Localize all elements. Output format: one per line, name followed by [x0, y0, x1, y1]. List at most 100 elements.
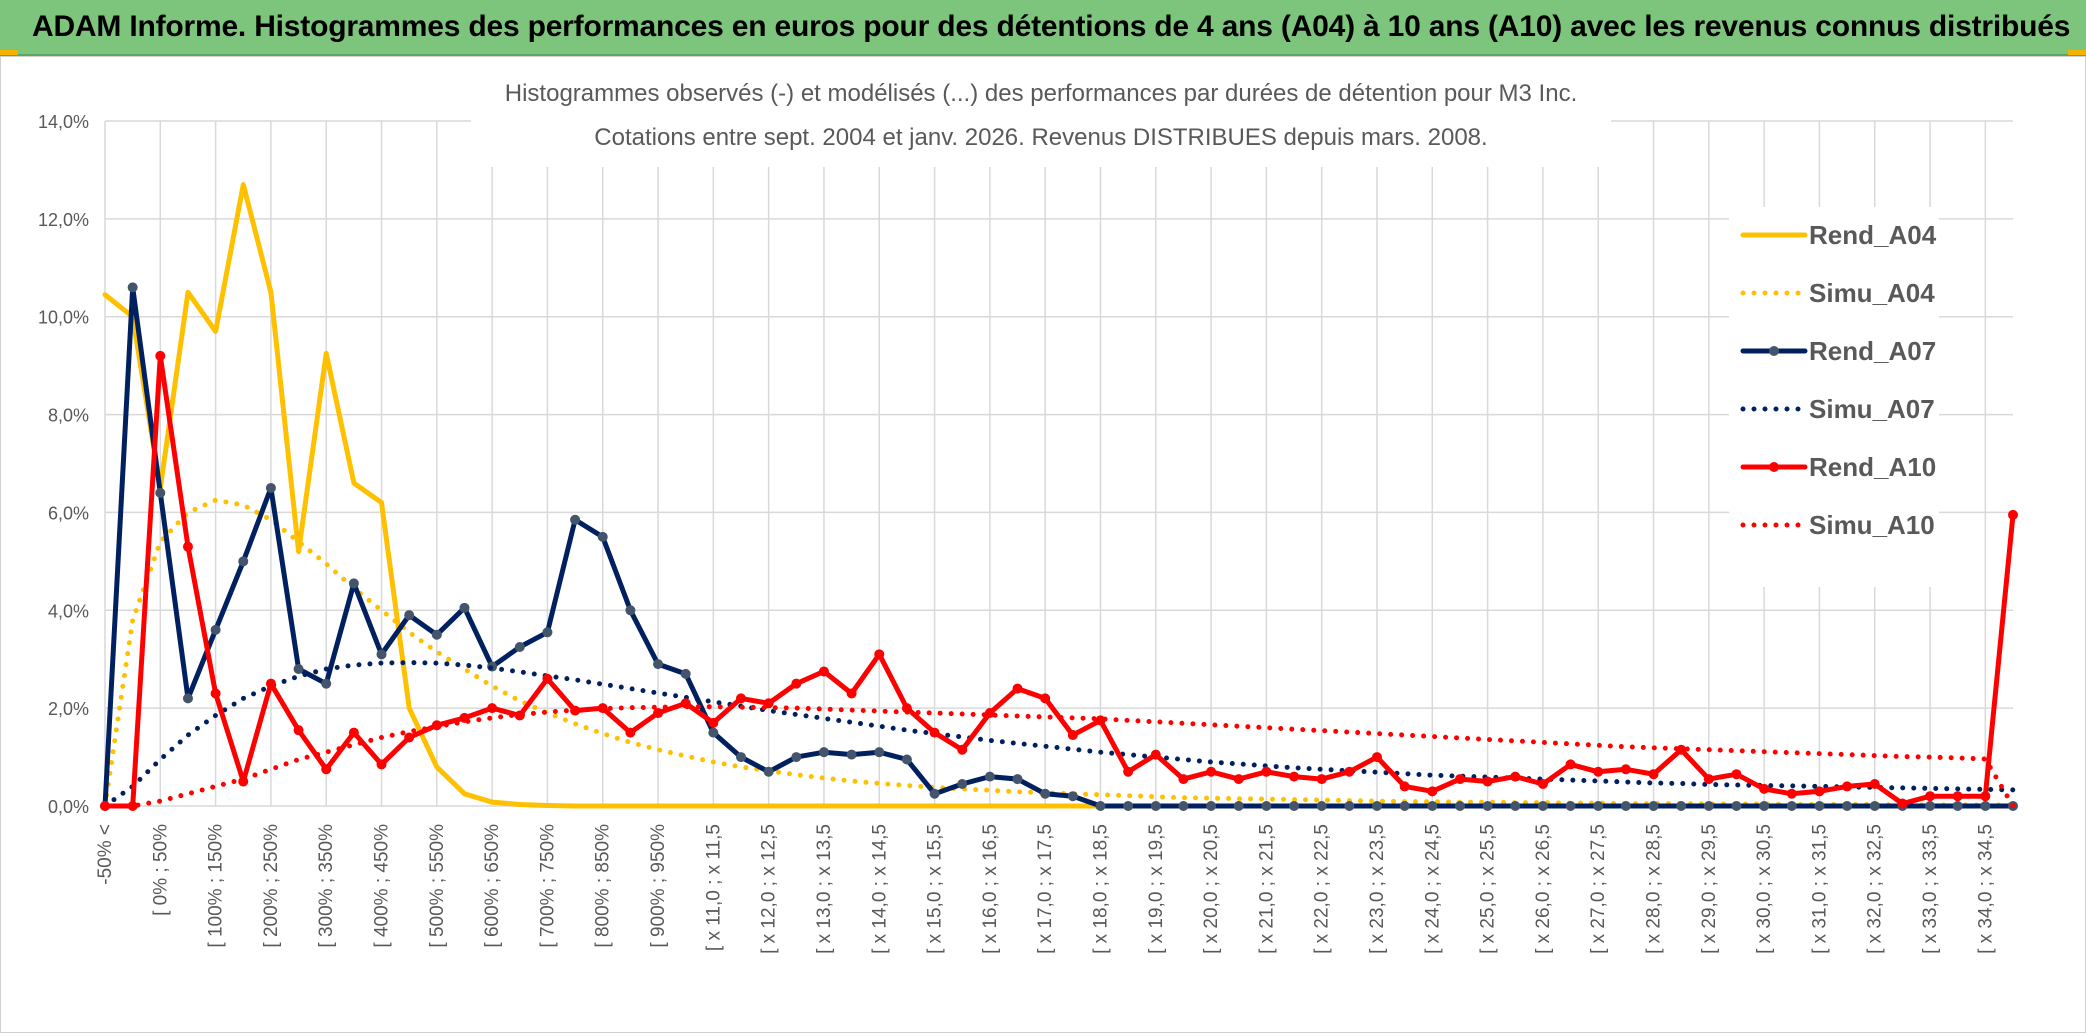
data-point — [542, 673, 553, 684]
data-point — [1316, 801, 1327, 811]
data-point — [1095, 801, 1106, 811]
title-layer: Histogrammes observés (-) et modélisés (… — [471, 57, 1611, 167]
data-point — [155, 350, 166, 361]
x-tick-label: [ 800% ; 850% — [593, 824, 614, 948]
x-tick-label: [ 600% ; 650% — [482, 824, 503, 948]
data-point — [1123, 801, 1134, 811]
performance-histogram-chart: 0,0% 2,0% 4,0% 6,0% 8,0% 10,0% 12,0% 14,0% -50% … — [38, 57, 2018, 954]
x-tick-label: [ x 15,0 ; x 15,5 — [925, 824, 946, 954]
data-point — [1150, 801, 1161, 811]
x-tick-label: [ x 20,0 ; x 20,5 — [1201, 824, 1222, 954]
data-point — [874, 747, 885, 758]
data-point — [155, 487, 166, 498]
data-point — [1012, 774, 1023, 785]
x-tick-label: [ x 13,0 ; x 13,5 — [814, 824, 835, 954]
legend-item-rend-a10: Rend_A10 — [1740, 452, 1936, 482]
x-tick-label: [ x 25,0 ; x 25,5 — [1478, 824, 1499, 954]
data-point — [1372, 801, 1382, 811]
data-point — [127, 801, 138, 811]
data-point — [1289, 771, 1300, 782]
data-point — [487, 703, 498, 714]
data-point — [1510, 771, 1521, 782]
data-point — [1233, 774, 1244, 785]
x-tick-label: [ 0% ; 50% — [150, 824, 171, 916]
legend-marker — [1769, 346, 1779, 356]
data-point — [1925, 791, 1936, 802]
x-tick-label: [ x 22,0 ; x 22,5 — [1312, 824, 1333, 954]
data-point — [1482, 776, 1493, 787]
data-point — [1814, 801, 1825, 811]
legend-label: Simu_A10 — [1809, 510, 1935, 540]
data-point — [348, 727, 359, 738]
data-point — [293, 664, 304, 674]
x-tick-label: [ 700% ; 750% — [537, 824, 558, 948]
data-point — [210, 624, 221, 635]
legend: Rend_A04 Simu_A04 Rend_A07 Simu_A07 Rend_A10… — [1729, 207, 1939, 587]
x-tick-label: [ x 26,0 ; x 26,5 — [1533, 824, 1554, 954]
data-point — [1980, 801, 1991, 811]
x-tick-label: -50% < — [95, 824, 116, 885]
x-tick-label: [ x 12,0 ; x 12,5 — [759, 824, 780, 954]
data-point — [1731, 769, 1742, 780]
data-point — [736, 693, 746, 704]
x-tick-label: [ x 16,0 ; x 16,5 — [980, 824, 1001, 954]
data-point — [708, 727, 719, 738]
series-line — [102, 660, 2016, 809]
grid-layer — [104, 120, 2013, 807]
data-point — [818, 747, 829, 758]
x-tick-label: [ x 30,0 ; x 30,5 — [1754, 824, 1775, 954]
data-point — [570, 514, 581, 525]
data-point — [1842, 781, 1853, 792]
x-tick-label: [ x 27,0 ; x 27,5 — [1588, 824, 1609, 954]
page-header: ADAM Informe. Histogrammes des performan… — [0, 0, 2086, 56]
x-tick-label: [ x 24,0 ; x 24,5 — [1422, 824, 1443, 954]
series-line — [102, 284, 2016, 809]
data-point — [1012, 683, 1023, 694]
x-tick-label: [ x 14,0 ; x 14,5 — [869, 824, 890, 954]
data-point — [1454, 801, 1465, 811]
data-point — [846, 688, 857, 699]
x-tick-label: [ x 11,0 ; x 11,5 — [703, 824, 724, 951]
data-point — [1952, 801, 1963, 811]
data-point — [1620, 764, 1631, 775]
data-point — [321, 678, 332, 689]
x-tick-label: [ x 23,0 ; x 23,5 — [1367, 824, 1388, 954]
data-point — [238, 556, 249, 567]
data-point — [265, 678, 276, 689]
chart-subtitle: Cotations entre sept. 2004 et janv. 2026… — [594, 124, 1487, 151]
header-corner-accent-right — [2068, 50, 2086, 55]
data-point — [1067, 730, 1078, 741]
data-point — [1952, 791, 1963, 802]
data-point — [791, 752, 802, 763]
data-point — [1150, 749, 1161, 760]
data-point — [376, 649, 387, 660]
chart-title: Histogrammes observés (-) et modélisés (… — [505, 80, 1577, 107]
data-point — [1206, 801, 1217, 811]
data-point — [1786, 788, 1797, 799]
data-point — [1123, 766, 1134, 777]
data-point — [625, 605, 636, 616]
data-point — [1593, 766, 1604, 777]
x-tick-label: [ 900% ; 950% — [648, 824, 669, 948]
page-title: ADAM Informe. Histogrammes des performan… — [32, 10, 2071, 43]
y-tick-label: 0,0% — [48, 797, 89, 817]
series-layer — [100, 182, 2018, 811]
data-point — [431, 629, 442, 640]
data-point — [404, 610, 415, 621]
data-point — [1344, 766, 1355, 777]
data-point — [1786, 801, 1797, 811]
data-point — [404, 732, 415, 743]
data-point — [182, 693, 193, 704]
legend-item-simu-a10: Simu_A10 — [1740, 510, 1935, 540]
legend-label: Simu_A07 — [1809, 394, 1935, 424]
x-tick-label: [ 200% ; 250% — [261, 824, 282, 948]
series-line — [102, 182, 1103, 809]
x-tick-label: [ x 32,0 ; x 32,5 — [1865, 824, 1886, 954]
data-point — [1676, 801, 1687, 811]
data-point — [984, 708, 995, 719]
data-point — [957, 778, 968, 789]
data-point — [514, 641, 525, 652]
series-simu-a07 — [102, 660, 2016, 809]
y-tick-label: 6,0% — [48, 503, 89, 523]
x-tick-label: [ x 33,0 ; x 33,5 — [1920, 824, 1941, 954]
